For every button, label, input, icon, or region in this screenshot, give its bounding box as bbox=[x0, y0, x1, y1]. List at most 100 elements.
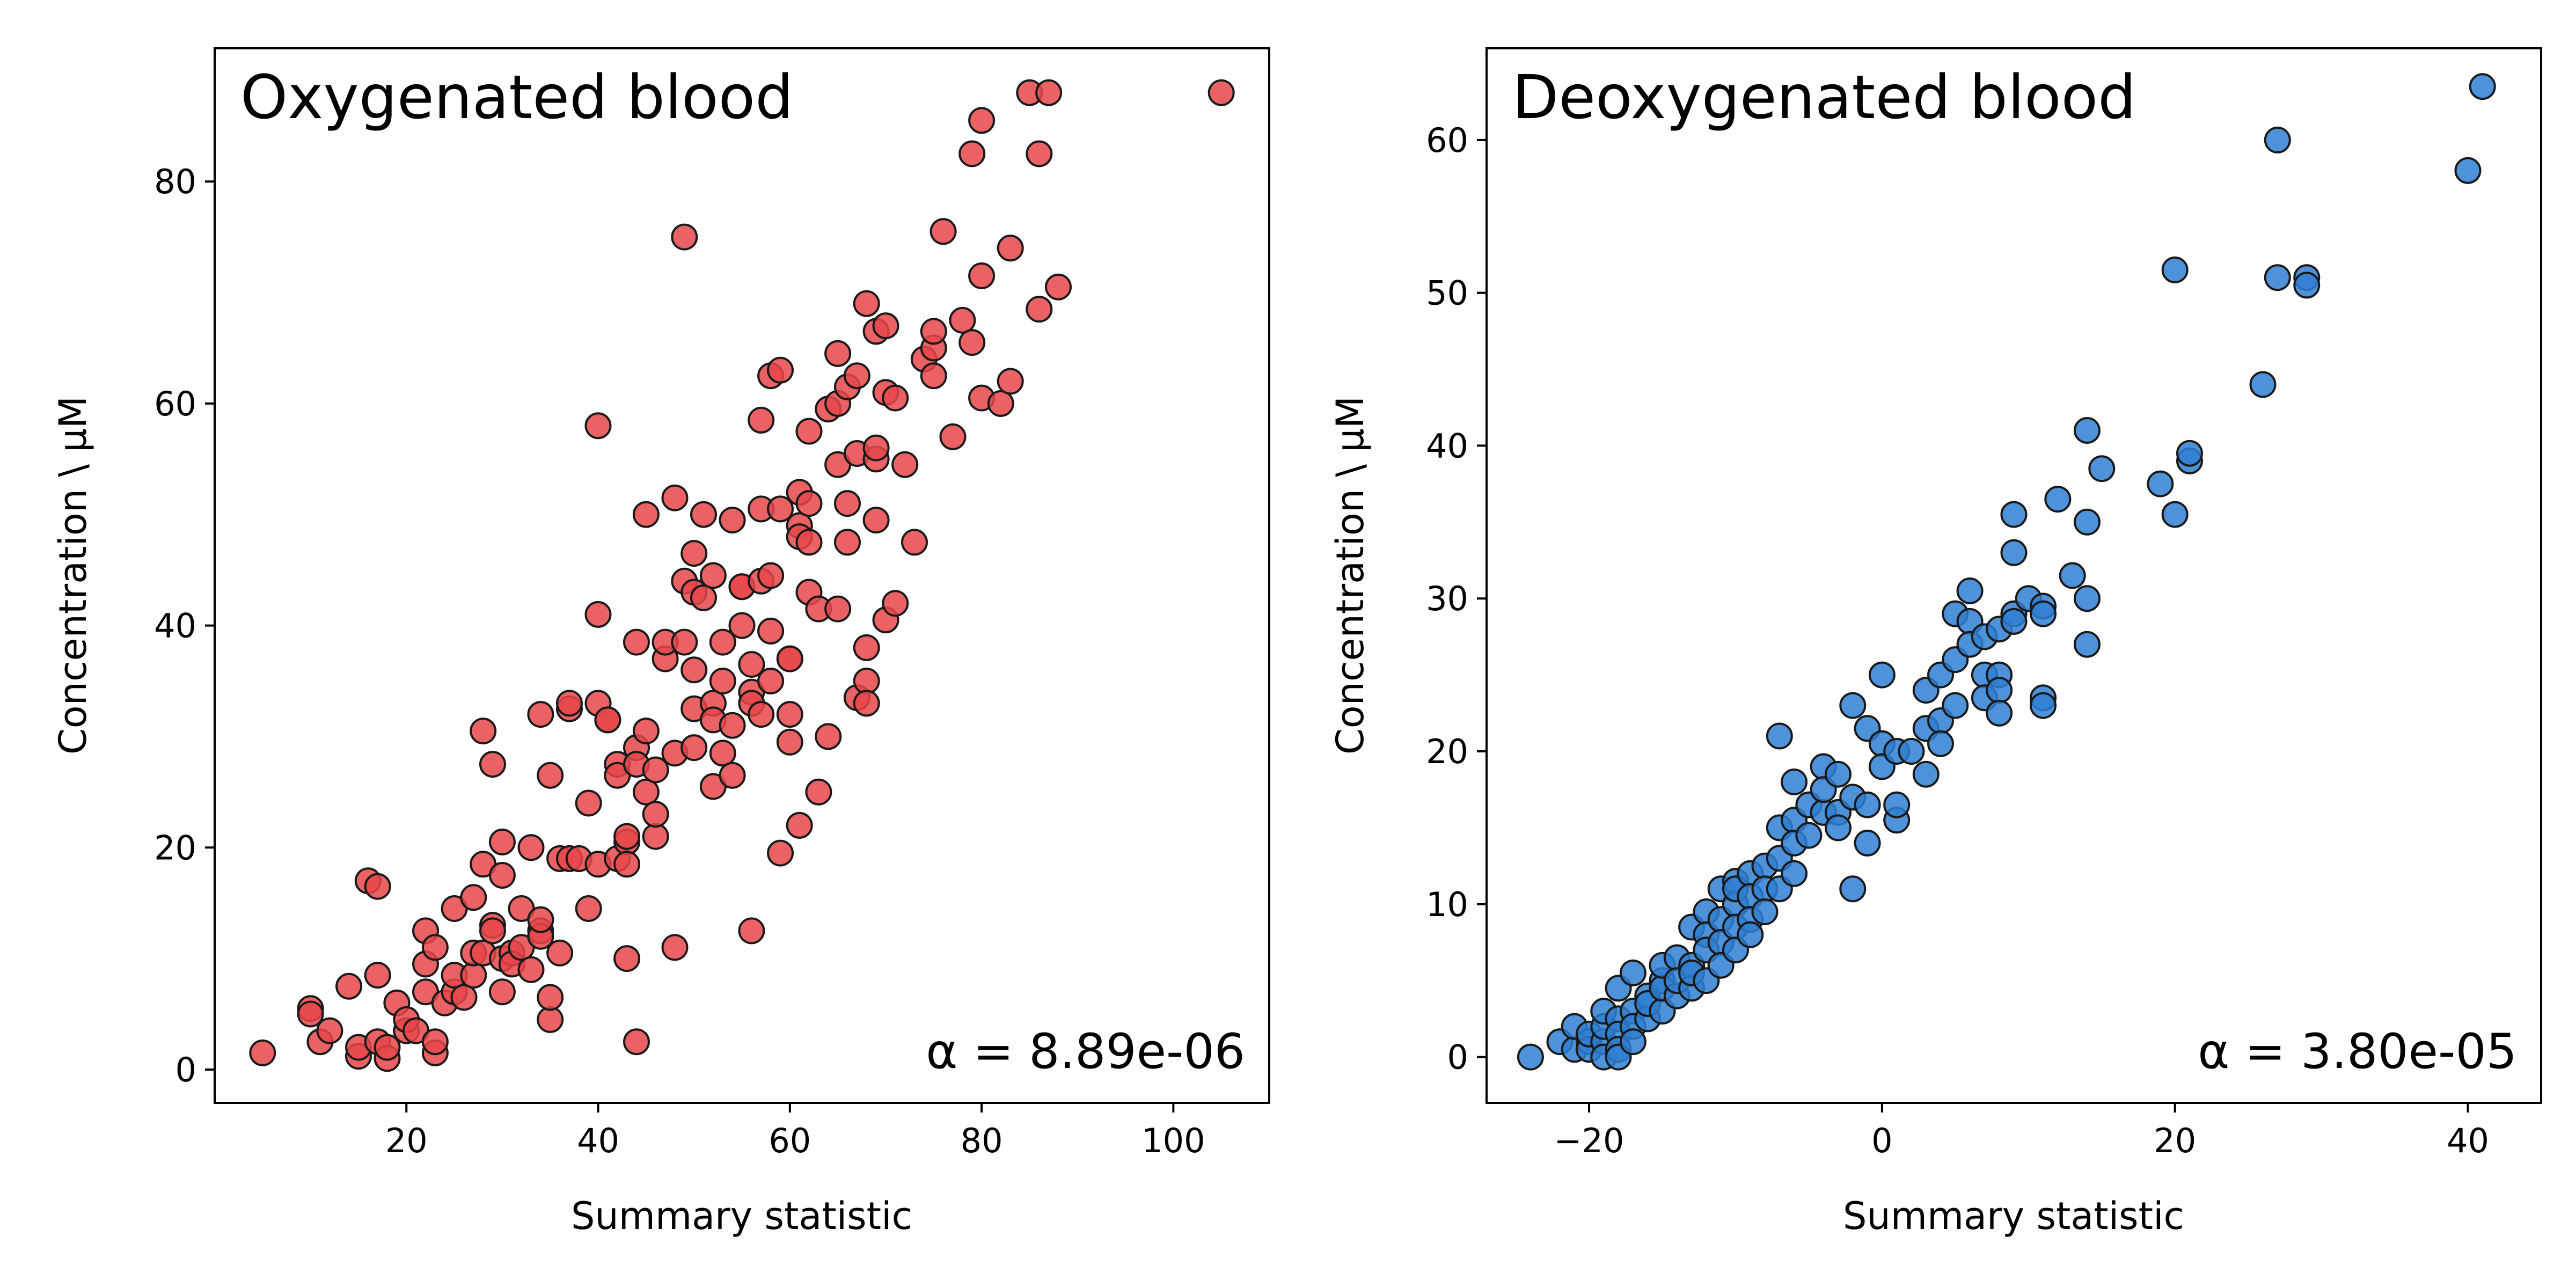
data-point bbox=[748, 701, 775, 728]
data-point bbox=[249, 1039, 276, 1066]
data-point bbox=[479, 751, 506, 778]
deoxygenated-y-ticks: 0 10 20 30 40 50 60 bbox=[1426, 121, 1487, 1077]
data-point bbox=[671, 628, 698, 656]
data-point bbox=[958, 329, 986, 356]
y-tick-label: 0 bbox=[175, 1050, 196, 1089]
data-point bbox=[2161, 501, 2189, 528]
y-tick-label: 60 bbox=[1426, 121, 1468, 160]
data-point bbox=[728, 612, 756, 639]
x-tick-label: 20 bbox=[385, 1121, 428, 1160]
x-tick-label: 20 bbox=[2154, 1121, 2196, 1160]
data-point bbox=[1751, 898, 1779, 925]
data-point bbox=[1026, 296, 1053, 323]
data-point bbox=[479, 917, 506, 945]
data-point bbox=[2088, 455, 2116, 482]
data-point bbox=[834, 490, 861, 517]
data-point bbox=[1619, 959, 1646, 986]
data-point bbox=[1854, 829, 1881, 857]
x-tick-label: 0 bbox=[1871, 1121, 1892, 1160]
data-point bbox=[824, 340, 852, 367]
oxygenated-points bbox=[249, 79, 1235, 1072]
data-point bbox=[575, 789, 602, 817]
data-point bbox=[1927, 730, 1954, 757]
data-point bbox=[997, 368, 1024, 395]
deoxygenated-y-axis-label: Concentration \ μM bbox=[1328, 396, 1372, 755]
data-point bbox=[1839, 692, 1867, 719]
data-point bbox=[968, 262, 996, 289]
data-point bbox=[1795, 822, 1823, 849]
data-point bbox=[642, 756, 669, 784]
data-point bbox=[767, 356, 794, 384]
data-point bbox=[1035, 79, 1063, 106]
data-point bbox=[2249, 371, 2277, 398]
data-point bbox=[795, 418, 823, 445]
data-point bbox=[795, 490, 823, 517]
data-point bbox=[556, 690, 583, 717]
data-point bbox=[709, 740, 736, 767]
y-tick-label: 50 bbox=[1426, 274, 1468, 313]
data-point bbox=[2176, 440, 2203, 467]
data-point bbox=[2161, 256, 2189, 283]
data-point bbox=[575, 895, 602, 922]
data-point bbox=[2293, 272, 2321, 299]
data-point bbox=[2059, 562, 2086, 589]
data-point bbox=[2000, 539, 2028, 566]
data-point bbox=[546, 939, 574, 967]
oxygenated-panel: 20 40 60 80 100 0 20 40 60 80 Oxygenated blood α… bbox=[51, 47, 1270, 1238]
x-tick-label: 60 bbox=[769, 1121, 811, 1160]
data-point bbox=[1912, 760, 1940, 788]
data-point bbox=[1825, 760, 1851, 788]
data-point bbox=[2000, 608, 2028, 635]
data-point bbox=[757, 668, 785, 694]
data-point bbox=[2030, 600, 2057, 627]
data-point bbox=[642, 801, 669, 828]
data-point bbox=[767, 839, 794, 867]
data-point bbox=[632, 718, 660, 745]
data-point bbox=[632, 778, 660, 806]
data-point bbox=[997, 235, 1024, 262]
data-point bbox=[517, 834, 545, 861]
data-point bbox=[834, 529, 861, 556]
data-point bbox=[862, 507, 890, 534]
deoxygenated-plot-frame bbox=[1485, 47, 2542, 1104]
x-tick-label: 80 bbox=[961, 1121, 1003, 1160]
data-point bbox=[460, 884, 487, 911]
data-point bbox=[488, 978, 516, 1006]
data-point bbox=[613, 945, 641, 972]
deoxygenated-x-ticks: −20 0 20 40 bbox=[1554, 1103, 2489, 1160]
data-point bbox=[1986, 677, 2013, 704]
data-point bbox=[776, 701, 803, 728]
data-point bbox=[872, 312, 899, 340]
data-point bbox=[1825, 814, 1851, 841]
oxygenated-alpha-annotation: α = 8.89e-06 bbox=[926, 1023, 1245, 1080]
oxygenated-x-ticks: 20 40 60 80 100 bbox=[385, 1103, 1205, 1160]
data-point bbox=[853, 290, 880, 317]
data-point bbox=[421, 1028, 449, 1056]
data-point bbox=[1766, 722, 1793, 750]
y-tick-label: 40 bbox=[154, 606, 196, 646]
data-point bbox=[613, 851, 641, 878]
data-point bbox=[623, 1028, 650, 1056]
data-point bbox=[680, 734, 708, 762]
data-point bbox=[642, 823, 669, 850]
oxygenated-x-axis-label: Summary statistic bbox=[571, 1194, 912, 1238]
data-point bbox=[862, 434, 890, 462]
data-point bbox=[853, 690, 880, 717]
data-point bbox=[2074, 508, 2101, 536]
deoxygenated-alpha-annotation: α = 3.80e-05 bbox=[2198, 1023, 2517, 1080]
data-point bbox=[1883, 791, 1911, 818]
data-point bbox=[738, 651, 765, 678]
data-point bbox=[1781, 860, 1808, 887]
data-point bbox=[786, 811, 813, 839]
data-point bbox=[1986, 699, 2013, 727]
data-point bbox=[1517, 1043, 1544, 1071]
data-point bbox=[920, 362, 947, 390]
data-point bbox=[2030, 692, 2057, 719]
data-point bbox=[1208, 79, 1235, 106]
data-point bbox=[1839, 875, 1867, 903]
data-point bbox=[470, 718, 497, 745]
deoxygenated-x-axis-label: Summary statistic bbox=[1843, 1194, 2184, 1238]
deoxygenated-panel: −20 0 20 40 0 10 20 30 40 50 60 Deoxygenated bloo… bbox=[1328, 47, 2542, 1238]
y-tick-label: 60 bbox=[154, 384, 196, 423]
